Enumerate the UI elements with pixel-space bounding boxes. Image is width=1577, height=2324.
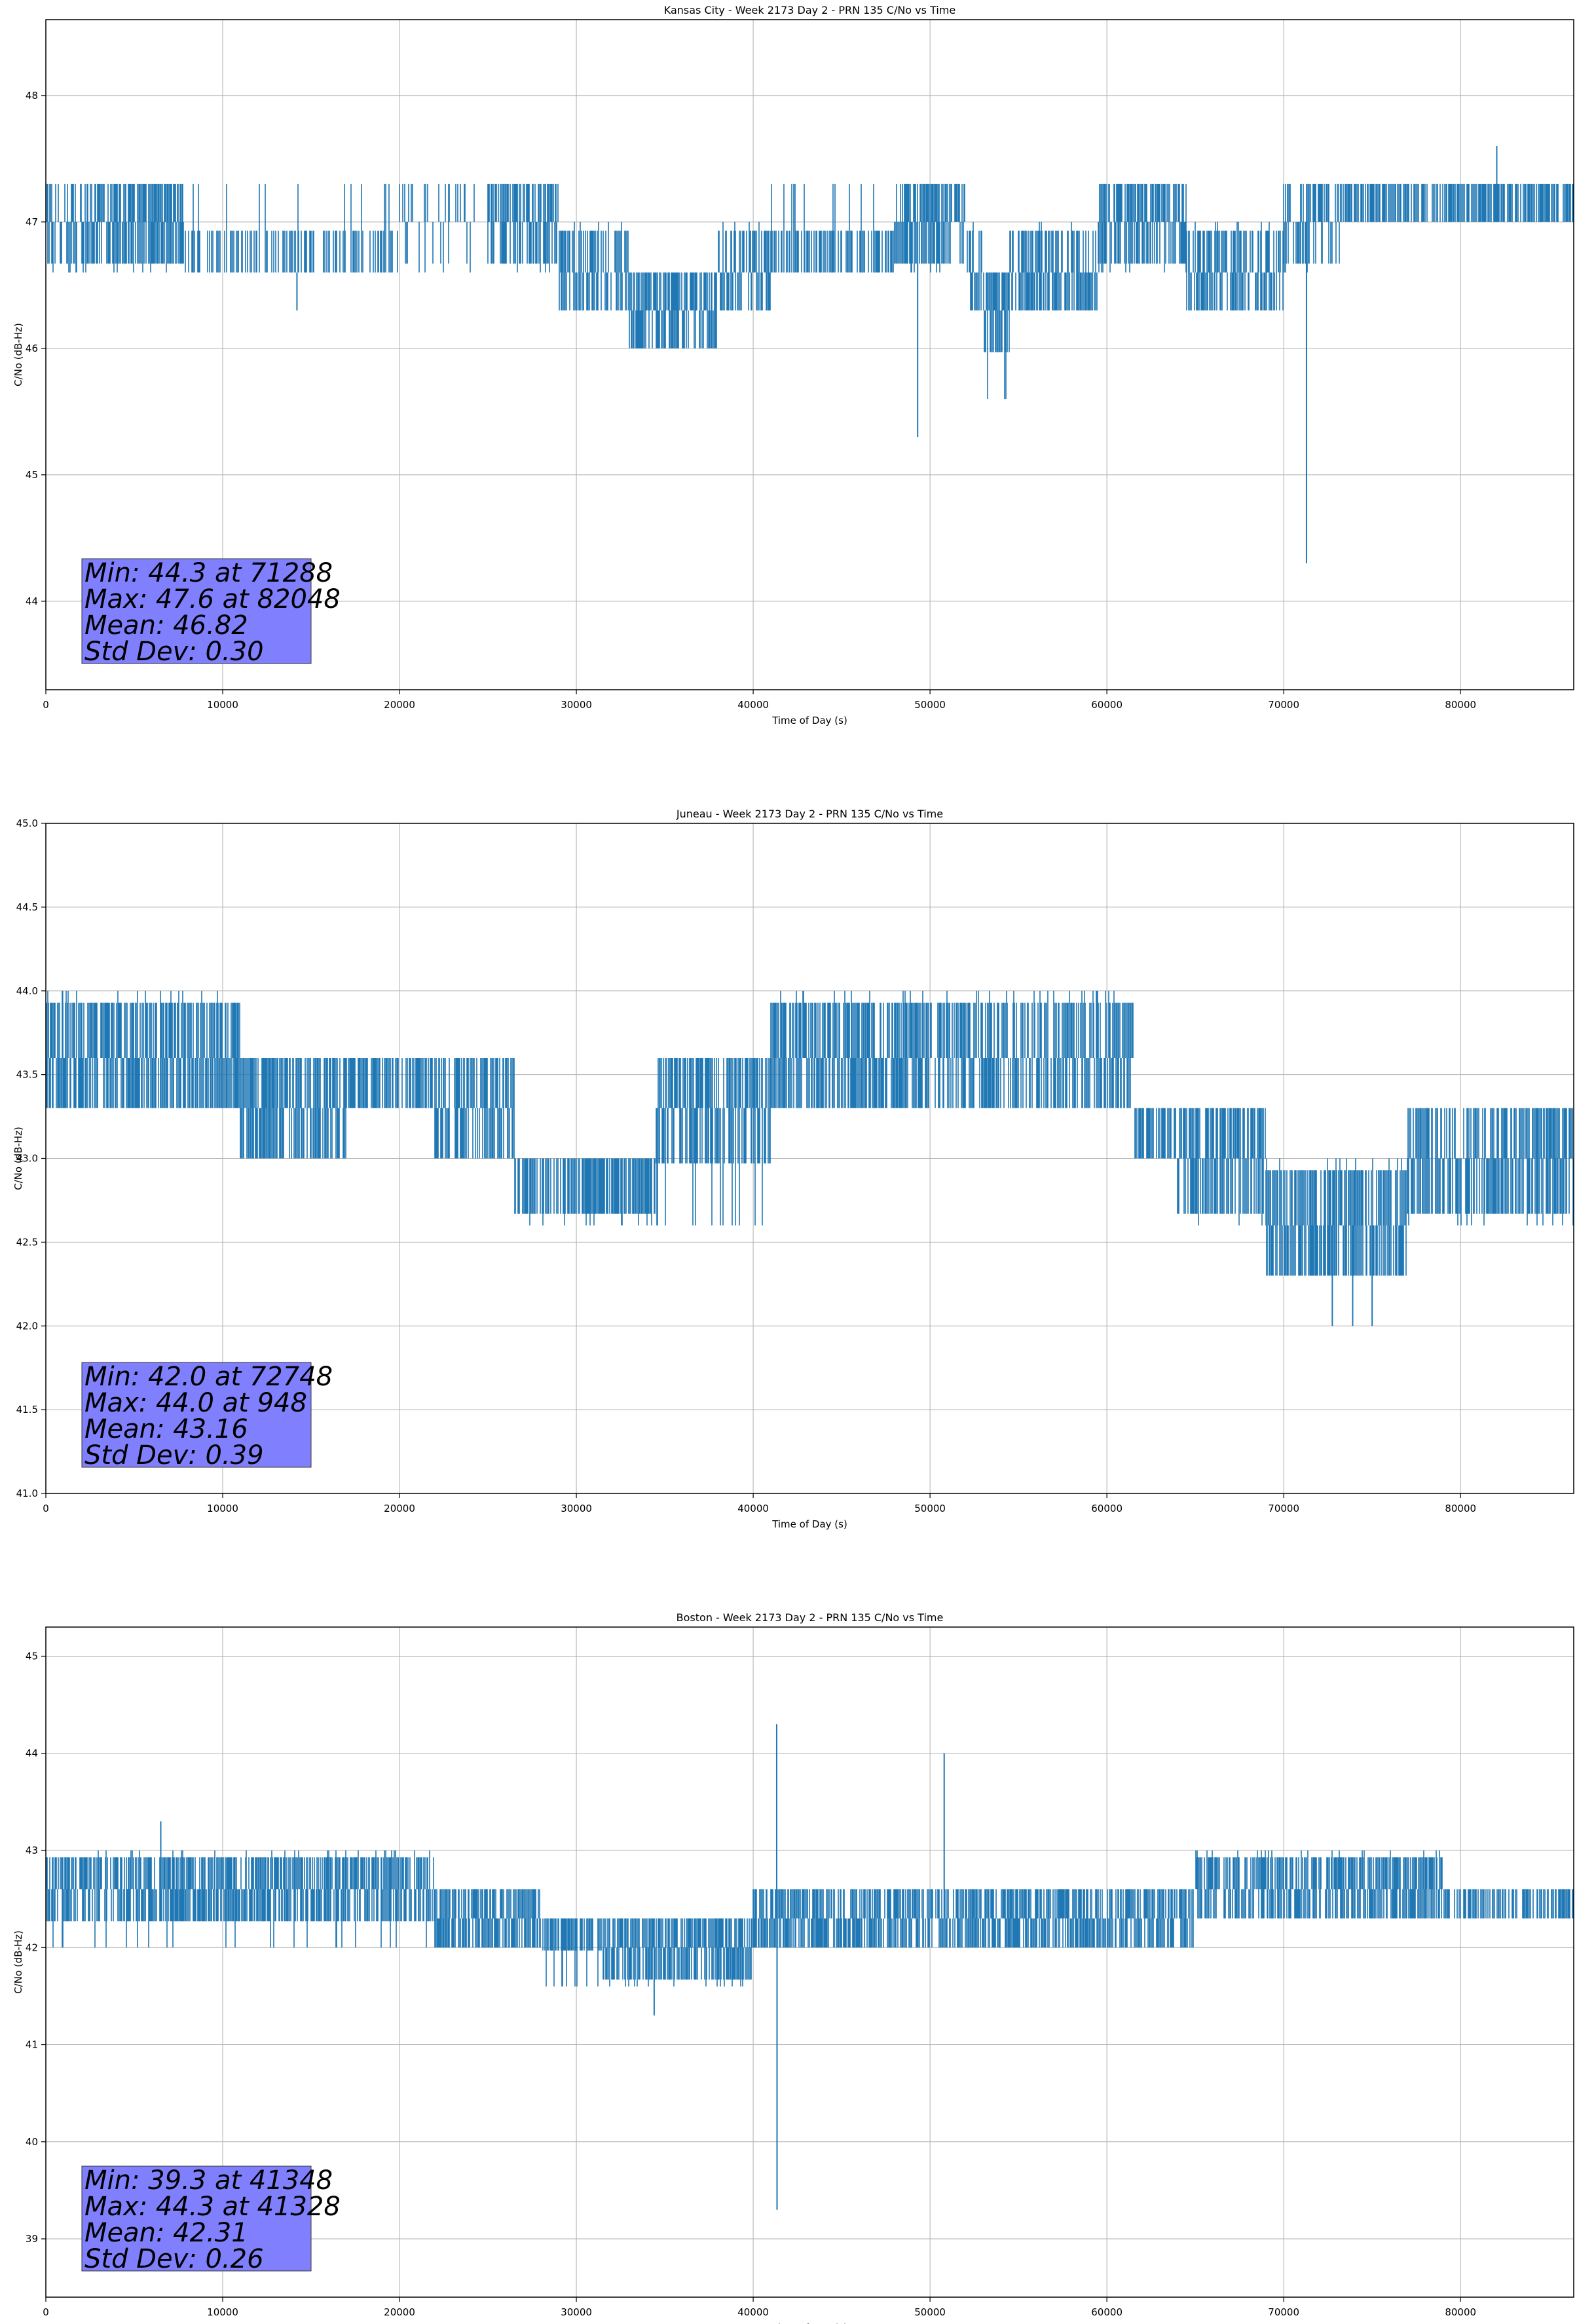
x-tick-label: 40000 — [737, 1503, 769, 1514]
y-axis-label: C/No (dB-Hz) — [12, 323, 24, 386]
x-tick-label: 60000 — [1091, 2306, 1122, 2318]
y-tick-label: 45.0 — [16, 817, 38, 829]
x-tick-label: 80000 — [1445, 699, 1476, 711]
x-axis-label: Time of Day (s) — [771, 2322, 847, 2324]
stats-box — [81, 558, 312, 664]
y-tick-label: 41.5 — [16, 1404, 38, 1415]
x-tick-label: 80000 — [1445, 1503, 1476, 1514]
y-axis-label: C/No (dB-Hz) — [12, 1127, 24, 1190]
stats-line: Min: 44.3 at 71288 — [84, 558, 333, 588]
y-tick-label: 42.0 — [16, 1320, 38, 1332]
x-tick-label: 40000 — [737, 699, 769, 711]
y-tick-label: 45 — [26, 1650, 38, 1662]
data-series-trace — [46, 183, 1574, 400]
stats-box — [81, 2165, 312, 2272]
y-axis-label: C/No (dB-Hz) — [12, 1930, 24, 1994]
x-tick-label: 70000 — [1268, 2306, 1299, 2318]
x-tick-label: 20000 — [384, 1503, 415, 1514]
y-tick-label: 44 — [26, 1748, 38, 1759]
y-tick-label: 44 — [26, 595, 38, 607]
y-tick-label: 46 — [26, 343, 38, 354]
stats-line: Max: 47.6 at 82048 — [84, 584, 341, 614]
y-tick-label: 43 — [26, 1845, 38, 1856]
y-tick-label: 43.5 — [16, 1069, 38, 1081]
data-series-trace — [46, 1850, 1574, 1987]
stats-line: Std Dev: 0.39 — [84, 1440, 264, 1471]
x-tick-label: 80000 — [1445, 2306, 1476, 2318]
x-tick-label: 50000 — [914, 2306, 946, 2318]
x-tick-label: 60000 — [1091, 699, 1122, 711]
x-axis-label: Time of Day (s) — [771, 1518, 847, 1530]
x-tick-label: 40000 — [737, 2306, 769, 2318]
x-tick-label: 70000 — [1268, 699, 1299, 711]
stats-line: Min: 42.0 at 72748 — [84, 1362, 333, 1392]
stats-box — [81, 1362, 312, 1468]
x-tick-label: 60000 — [1091, 1503, 1122, 1514]
plot-frame — [45, 19, 1574, 690]
chart-title: Kansas City - Week 2173 Day 2 - PRN 135 … — [664, 4, 955, 16]
x-tick-label: 0 — [43, 2306, 49, 2318]
chart-panel-1: 0 10000 20000 30000 40000 50000 60000 70000 8000… — [12, 4, 1574, 726]
y-tick-label: 44.0 — [16, 985, 38, 997]
chart-title: Boston - Week 2173 Day 2 - PRN 135 C/No … — [677, 1611, 944, 1624]
x-tick-label: 0 — [43, 1503, 49, 1514]
stats-line: Max: 44.0 at 948 — [84, 1388, 307, 1418]
chart-panel-3: 0 10000 20000 30000 40000 50000 60000 70000 8000… — [12, 1611, 1574, 2324]
stats-line: Std Dev: 0.30 — [84, 637, 264, 667]
stats-line: Min: 39.3 at 41348 — [84, 2165, 333, 2196]
y-tick-label: 39 — [26, 2233, 38, 2245]
data-series-trace — [46, 990, 1574, 1276]
x-tick-label: 30000 — [561, 699, 592, 711]
x-tick-label: 20000 — [384, 699, 415, 711]
plot-frame — [45, 1626, 1574, 2298]
y-tick-label: 41.0 — [16, 1488, 38, 1499]
x-axis-label: Time of Day (s) — [771, 715, 847, 726]
y-tick-label: 44.5 — [16, 901, 38, 913]
y-tick-label: 43.0 — [16, 1153, 38, 1165]
stats-line: Mean: 43.16 — [84, 1414, 248, 1444]
x-tick-label: 50000 — [914, 699, 946, 711]
y-tick-label: 47 — [26, 216, 38, 228]
x-tick-label: 10000 — [207, 1503, 238, 1514]
y-tick-label: 42 — [26, 1941, 38, 1953]
y-tick-label: 41 — [26, 2039, 38, 2051]
y-tick-label: 48 — [26, 90, 38, 102]
x-tick-label: 10000 — [207, 2306, 238, 2318]
y-tick-label: 40 — [26, 2136, 38, 2148]
x-tick-label: 50000 — [914, 1503, 946, 1514]
x-tick-label: 20000 — [384, 2306, 415, 2318]
x-tick-label: 0 — [43, 699, 49, 711]
stats-line: Max: 44.3 at 41328 — [84, 2192, 341, 2222]
chart-panel-2: 0 10000 20000 30000 40000 50000 60000 70000 8000… — [12, 808, 1574, 1530]
stats-line: Mean: 42.31 — [84, 2218, 248, 2248]
stats-line: Std Dev: 0.26 — [84, 2244, 264, 2274]
chart-title: Juneau - Week 2173 Day 2 - PRN 135 C/No … — [676, 808, 943, 820]
x-tick-label: 10000 — [207, 699, 238, 711]
y-tick-label: 45 — [26, 469, 38, 481]
x-tick-label: 30000 — [561, 2306, 592, 2318]
x-tick-label: 30000 — [561, 1503, 592, 1514]
stats-line: Mean: 46.82 — [84, 610, 248, 641]
y-tick-label: 42.5 — [16, 1236, 38, 1248]
x-tick-label: 70000 — [1268, 1503, 1299, 1514]
